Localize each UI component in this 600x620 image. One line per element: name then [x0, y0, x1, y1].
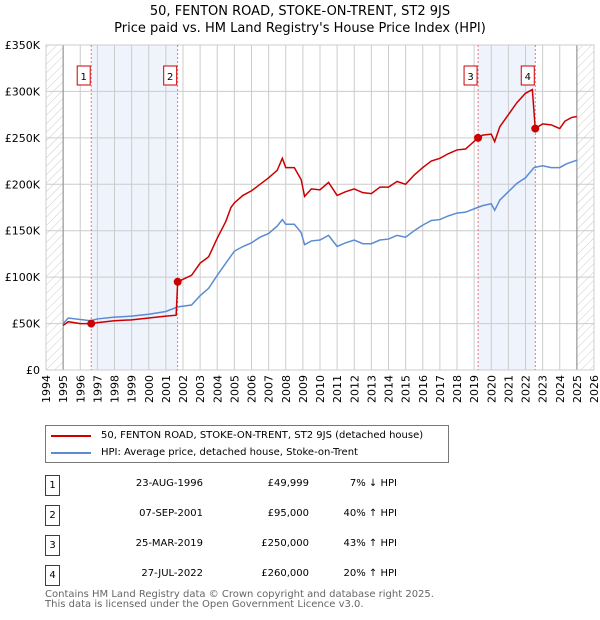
x-tick-label: 1997	[91, 375, 104, 403]
sale-date: 07-SEP-2001	[139, 508, 203, 519]
x-tick-label: 1999	[126, 375, 139, 403]
title: 50, FENTON ROAD, STOKE-ON-TRENT, ST2 9JS	[149, 4, 451, 19]
footer: Contains HM Land Registry data © Crown c…	[45, 590, 434, 610]
x-tick-label: 2022	[520, 375, 533, 403]
hatched-region	[46, 45, 64, 370]
y-tick-label: £200K	[5, 178, 41, 191]
legend-swatch-blue	[51, 451, 91, 454]
x-tick-label: 2008	[280, 375, 293, 403]
sale-label-box	[163, 65, 178, 86]
x-tick-label: 2003	[194, 375, 207, 403]
subtitle: Price paid vs. HM Land Registry's House …	[114, 21, 486, 36]
y-tick-label: £300K	[5, 85, 41, 98]
x-tick-label: 2023	[537, 375, 550, 403]
sale-price: £260,000	[261, 568, 309, 579]
x-tick-label: 2020	[485, 375, 498, 403]
legend-swatch-red	[51, 434, 91, 437]
x-tick-label: 2018	[451, 375, 464, 403]
sale-point	[531, 124, 540, 133]
sale-label-box	[76, 65, 91, 86]
sale-hpi: 20% ↑ HPI	[343, 568, 397, 579]
sale-price: £250,000	[261, 538, 309, 549]
sale-hpi: 40% ↑ HPI	[343, 508, 397, 519]
x-tick-label: 2016	[417, 375, 430, 403]
x-tick-label: 2024	[554, 375, 567, 403]
shaded-period	[478, 45, 536, 370]
sale-date: 25-MAR-2019	[135, 538, 203, 549]
y-tick-label: £350K	[5, 39, 41, 52]
x-tick-label: 2002	[177, 375, 190, 403]
legend-label: 50, FENTON ROAD, STOKE-ON-TRENT, ST2 9JS…	[101, 430, 424, 441]
x-tick-label: 1995	[57, 375, 70, 403]
x-tick-label: 2015	[400, 375, 413, 403]
price-chart: 1994 1995 1996 1997 1998 1999 2000 2001 2002 2003…	[5, 39, 600, 403]
sale-marker: 3	[45, 535, 60, 556]
sale-label-box	[463, 65, 478, 86]
x-tick-label: 2021	[502, 375, 515, 403]
footer-line: This data is licensed under the Open Gov…	[45, 599, 364, 610]
x-tick-label: 2014	[383, 375, 396, 403]
sale-price: £49,999	[267, 478, 309, 489]
sale-marker: 4	[45, 565, 60, 586]
sale-date: 23-AUG-1996	[135, 478, 203, 489]
sale-hpi: 43% ↑ HPI	[343, 538, 397, 549]
table-row: 3 25-MAR-2019 £250,000 43% ↑ HPI	[45, 535, 445, 556]
hatched-region	[576, 45, 594, 370]
y-tick-label: £250K	[5, 132, 41, 145]
table-row: 4 27-JUL-2022 £260,000 20% ↑ HPI	[45, 565, 445, 586]
y-tick-label: £0	[26, 364, 40, 377]
sale-point	[87, 319, 96, 328]
property-price-line	[62, 88, 578, 327]
x-tick-label: 2011	[331, 375, 344, 403]
x-tick-label: 2012	[348, 375, 361, 403]
legend-label: HPI: Average price, detached house, Stok…	[101, 447, 358, 458]
sale-label: 2	[163, 65, 178, 86]
sale-label: 1	[76, 65, 91, 86]
sale-hpi: 7% ↓ HPI	[349, 478, 397, 489]
x-tick-label: 2004	[211, 375, 224, 403]
x-tick-label: 2017	[434, 375, 447, 403]
footer-line: Contains HM Land Registry data © Crown c…	[45, 589, 434, 600]
sale-date: 27-JUL-2022	[141, 568, 203, 579]
x-tick-label: 2009	[297, 375, 310, 403]
sale-point	[173, 277, 182, 286]
table-row: 2 07-SEP-2001 £95,000 40% ↑ HPI	[45, 505, 445, 526]
plot-frame	[45, 44, 595, 371]
x-tick-label: 2001	[160, 375, 173, 403]
sale-marker: 1	[45, 475, 60, 496]
table-row: 1 23-AUG-1996 £49,999 7% ↓ HPI	[45, 475, 445, 496]
sale-label: 3	[463, 65, 478, 86]
x-tick-label: 1998	[109, 375, 122, 403]
y-tick-label: £100K	[5, 271, 41, 284]
sale-marker: 2	[45, 505, 60, 526]
x-tick-label: 2005	[228, 375, 241, 403]
y-tick-label: £150K	[5, 225, 41, 238]
legend: 50, FENTON ROAD, STOKE-ON-TRENT, ST2 9JS…	[45, 425, 449, 463]
x-tick-label: 2000	[143, 375, 156, 403]
legend-item-property: 50, FENTON ROAD, STOKE-ON-TRENT, ST2 9JS…	[51, 430, 423, 441]
x-tick-label: 2026	[588, 375, 600, 403]
sale-label: 4	[520, 65, 535, 86]
sale-price: £95,000	[267, 508, 309, 519]
y-tick-label: £50K	[12, 318, 41, 331]
sale-label-box	[520, 65, 535, 86]
x-tick-label: 2007	[263, 375, 276, 403]
x-tick-label: 2013	[365, 375, 378, 403]
sale-label-number: 2	[167, 72, 173, 83]
x-tick-label: 2010	[314, 375, 327, 403]
x-tick-label: 2006	[246, 375, 259, 403]
chart-title: 50, FENTON ROAD, STOKE-ON-TRENT, ST2 9JS…	[0, 3, 600, 37]
sale-label-number: 3	[467, 72, 473, 83]
sale-point	[474, 133, 483, 142]
sale-label-number: 1	[81, 72, 87, 83]
x-tick-label: 1996	[74, 375, 87, 403]
sale-label-number: 4	[525, 72, 531, 83]
legend-item-hpi: HPI: Average price, detached house, Stok…	[51, 447, 358, 458]
hpi-line	[62, 159, 578, 325]
x-tick-label: 1994	[40, 375, 53, 403]
x-tick-label: 2025	[571, 375, 584, 403]
x-tick-label: 2019	[468, 375, 481, 403]
